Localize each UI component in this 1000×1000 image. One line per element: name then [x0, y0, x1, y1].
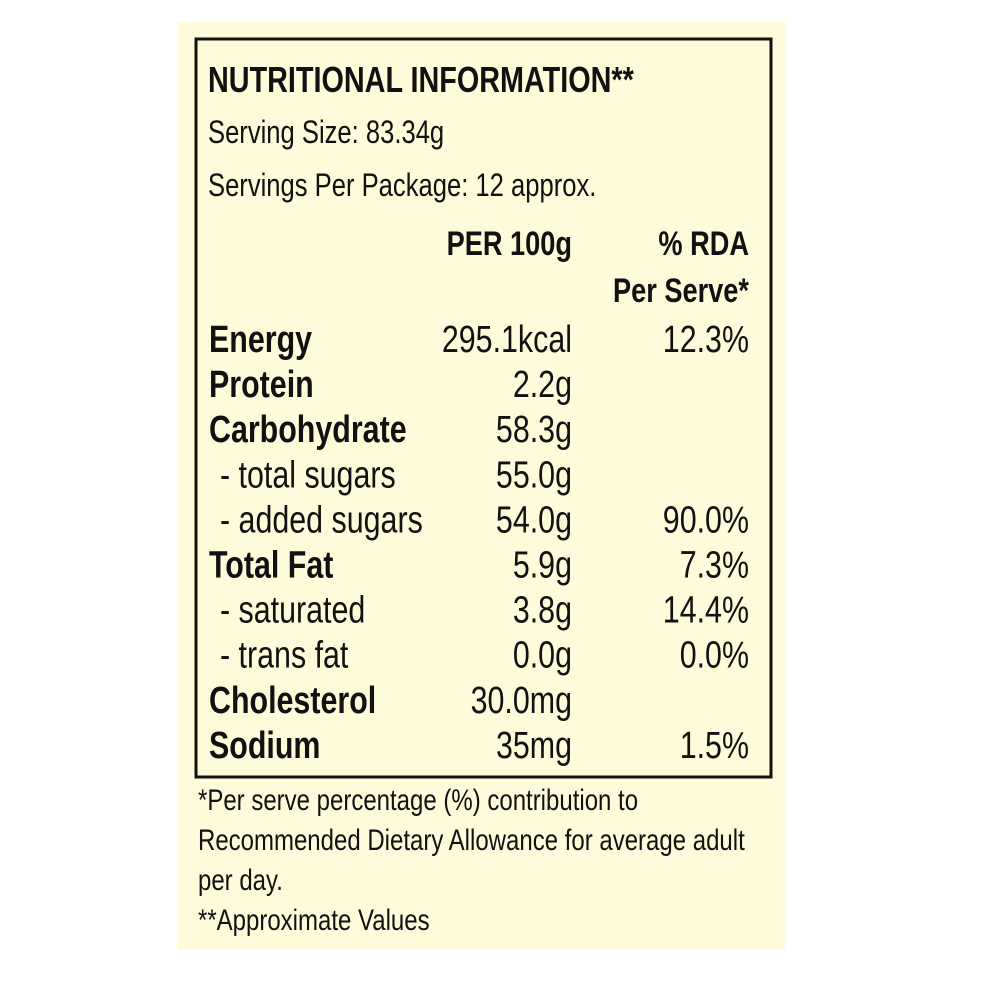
per-100g-value: 295.1kcal — [442, 319, 572, 361]
footnote: per day. — [198, 862, 283, 896]
column-header: Per Serve* — [613, 271, 749, 310]
per-100g-value: 5.9g — [513, 544, 572, 586]
footnote: *Per serve percentage (%) contribution t… — [198, 782, 638, 816]
sub-nutrient-name: - trans fat — [220, 635, 349, 677]
sub-nutrient-name: - total sugars — [220, 454, 396, 496]
nutrient-name: Carbohydrate — [209, 409, 407, 451]
nutrient-name: Protein — [209, 364, 314, 406]
title: NUTRITIONAL INFORMATION** — [208, 59, 634, 100]
rda-value: 1.5% — [680, 725, 749, 767]
footnote: **Approximate Values — [198, 902, 430, 936]
rda-value: 0.0% — [680, 635, 749, 677]
column-header: PER 100g — [447, 224, 572, 263]
nutrient-name: Cholesterol — [209, 680, 376, 722]
per-100g-value: 0.0g — [513, 635, 572, 677]
servings-per-package: Servings Per Package: 12 approx. — [208, 168, 596, 203]
per-100g-value: 3.8g — [513, 589, 572, 631]
info-box — [194, 37, 773, 779]
column-header: % RDA — [658, 224, 749, 263]
per-100g-value: 54.0g — [496, 499, 572, 541]
rda-value: 90.0% — [663, 499, 749, 541]
per-100g-value: 30.0mg — [471, 680, 572, 722]
rda-value: 12.3% — [663, 319, 749, 361]
serving-size: Serving Size: 83.34g — [208, 115, 444, 150]
nutrient-name: Sodium — [209, 725, 320, 767]
per-100g-value: 35mg — [496, 725, 572, 767]
sub-nutrient-name: - added sugars — [220, 499, 423, 541]
sub-nutrient-name: - saturated — [220, 589, 365, 631]
rda-value: 7.3% — [680, 544, 749, 586]
per-100g-value: 2.2g — [513, 364, 572, 406]
per-100g-value: 58.3g — [496, 409, 572, 451]
rda-value: 14.4% — [663, 589, 749, 631]
nutrient-name: Total Fat — [209, 544, 334, 586]
per-100g-value: 55.0g — [496, 454, 572, 496]
nutrient-name: Energy — [209, 319, 312, 361]
footnote: Recommended Dietary Allowance for averag… — [198, 822, 745, 856]
